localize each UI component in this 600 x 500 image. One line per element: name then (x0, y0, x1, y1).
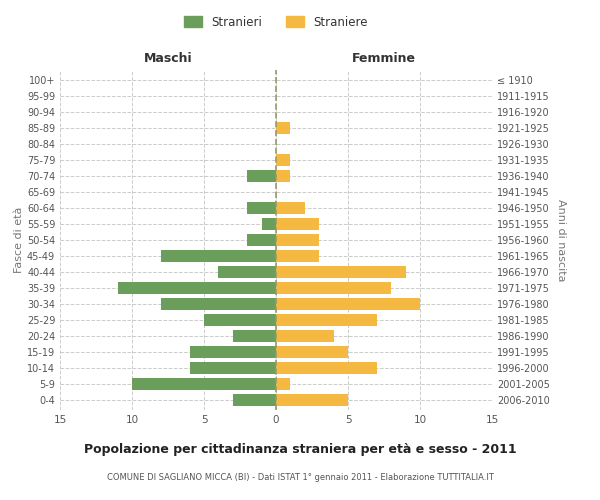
Y-axis label: Anni di nascita: Anni di nascita (556, 198, 566, 281)
Bar (276, 394, 348, 406)
Bar (276, 122, 290, 134)
Bar (276, 202, 305, 214)
Bar (276, 154, 290, 166)
Bar (161, 298, 276, 310)
Bar (276, 298, 420, 310)
Bar (276, 266, 406, 278)
Bar (276, 218, 319, 230)
Bar (118, 282, 276, 294)
Bar (276, 378, 290, 390)
Text: Maschi: Maschi (143, 52, 193, 65)
Text: Femmine: Femmine (352, 52, 416, 65)
Bar (247, 202, 276, 214)
Bar (204, 314, 276, 326)
Bar (132, 378, 276, 390)
Bar (276, 170, 290, 182)
Bar (190, 346, 276, 358)
Bar (233, 394, 276, 406)
Text: COMUNE DI SAGLIANO MICCA (BI) - Dati ISTAT 1° gennaio 2011 - Elaborazione TUTTIT: COMUNE DI SAGLIANO MICCA (BI) - Dati IST… (107, 472, 493, 482)
Bar (276, 282, 391, 294)
Bar (276, 250, 319, 262)
Bar (276, 234, 319, 246)
Y-axis label: Fasce di età: Fasce di età (14, 207, 24, 273)
Text: Popolazione per cittadinanza straniera per età e sesso - 2011: Popolazione per cittadinanza straniera p… (83, 442, 517, 456)
Bar (276, 362, 377, 374)
Bar (247, 170, 276, 182)
Bar (276, 314, 377, 326)
Legend: Stranieri, Straniere: Stranieri, Straniere (179, 11, 373, 34)
Bar (247, 234, 276, 246)
Bar (161, 250, 276, 262)
Bar (233, 330, 276, 342)
Bar (262, 218, 276, 230)
Bar (218, 266, 276, 278)
Bar (190, 362, 276, 374)
Bar (276, 346, 348, 358)
Bar (276, 330, 334, 342)
